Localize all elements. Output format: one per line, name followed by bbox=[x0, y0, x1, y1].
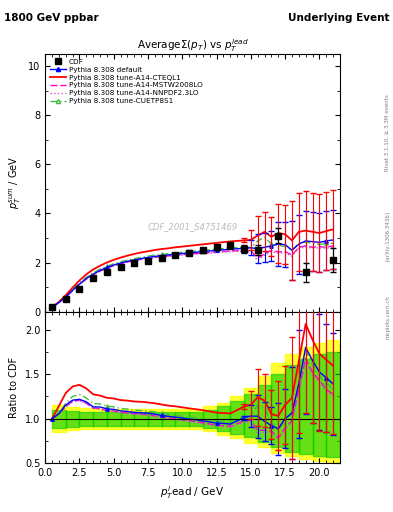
Y-axis label: $p_T^{sum}$ / GeV: $p_T^{sum}$ / GeV bbox=[7, 156, 22, 209]
Legend: CDF, Pythia 8.308 default, Pythia 8.308 tune-A14-CTEQL1, Pythia 8.308 tune-A14-M: CDF, Pythia 8.308 default, Pythia 8.308 … bbox=[49, 57, 204, 105]
Text: mcplots.cern.ch: mcplots.cern.ch bbox=[385, 295, 390, 339]
X-axis label: $p_T^{l}$ead / GeV: $p_T^{l}$ead / GeV bbox=[160, 484, 225, 501]
Text: 1800 GeV ppbar: 1800 GeV ppbar bbox=[4, 13, 99, 23]
Text: Rivet 3.1.10, ≥ 3.3M events: Rivet 3.1.10, ≥ 3.3M events bbox=[385, 95, 390, 172]
Text: [arXiv:1306.3436]: [arXiv:1306.3436] bbox=[385, 210, 390, 261]
Y-axis label: Ratio to CDF: Ratio to CDF bbox=[9, 357, 19, 418]
Text: CDF_2001_S4751469: CDF_2001_S4751469 bbox=[147, 222, 238, 231]
Text: Underlying Event: Underlying Event bbox=[288, 13, 389, 23]
Title: Average$\Sigma(p_T)$ vs $p_T^{lead}$: Average$\Sigma(p_T)$ vs $p_T^{lead}$ bbox=[137, 37, 248, 54]
